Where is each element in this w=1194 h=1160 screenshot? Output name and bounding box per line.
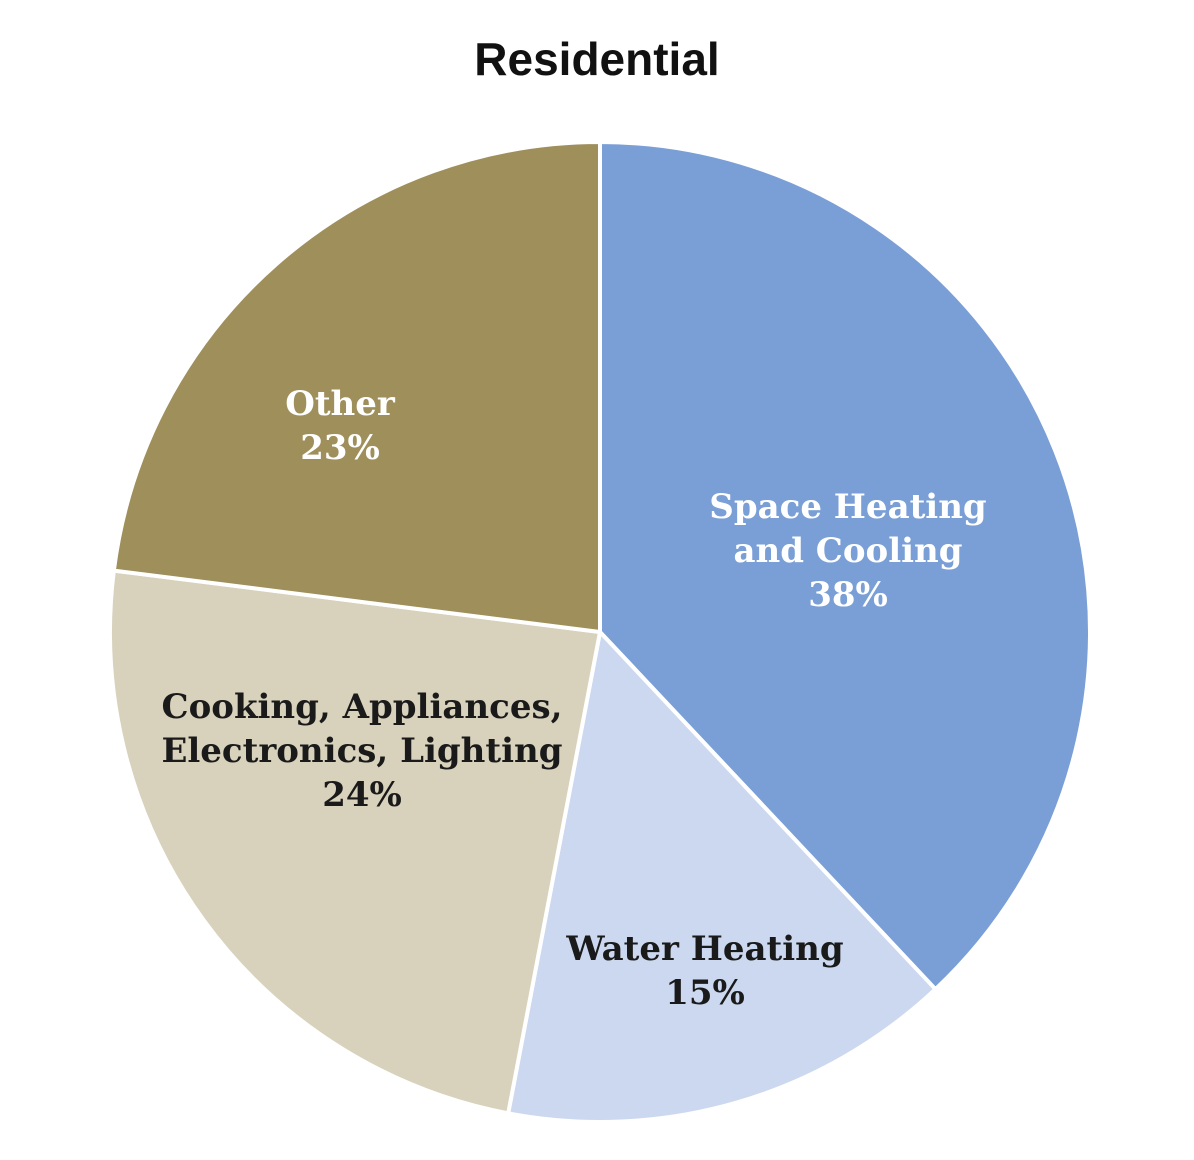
slice-category-label: Electronics, Lighting [161, 731, 562, 771]
slice-value-label: 38% [808, 575, 888, 615]
pie-slice-space-heating-cooling [598, 140, 1092, 992]
slice-label-cooking-appliances: Cooking, Appliances, Electronics, Lightin… [161, 687, 562, 815]
slice-value-label: 23% [300, 428, 380, 468]
pie-slice-other [111, 140, 602, 634]
slice-value-label: 24% [322, 775, 402, 815]
slice-category-label: and Cooling [733, 531, 962, 571]
pie-slice-water-heating [506, 630, 938, 1124]
chart-title: Residential [474, 33, 720, 85]
slice-label-water-heating: Water Heating 15% [565, 929, 843, 1013]
slice-label-other: Other 23% [285, 384, 396, 468]
pie-labels: Space Heating and Cooling 38% Water Heating… [161, 384, 986, 1013]
pie-slices [108, 140, 1092, 1124]
slice-category-label: Space Heating [709, 487, 986, 527]
pie-slice-cooking-appliances [108, 568, 602, 1116]
slice-category-label: Cooking, Appliances, [162, 687, 563, 727]
slice-category-label: Water Heating [565, 929, 843, 969]
slice-label-space-heating-cooling: Space Heating and Cooling 38% [709, 487, 986, 615]
slice-value-label: 15% [665, 973, 745, 1013]
slice-category-label: Other [285, 384, 396, 424]
